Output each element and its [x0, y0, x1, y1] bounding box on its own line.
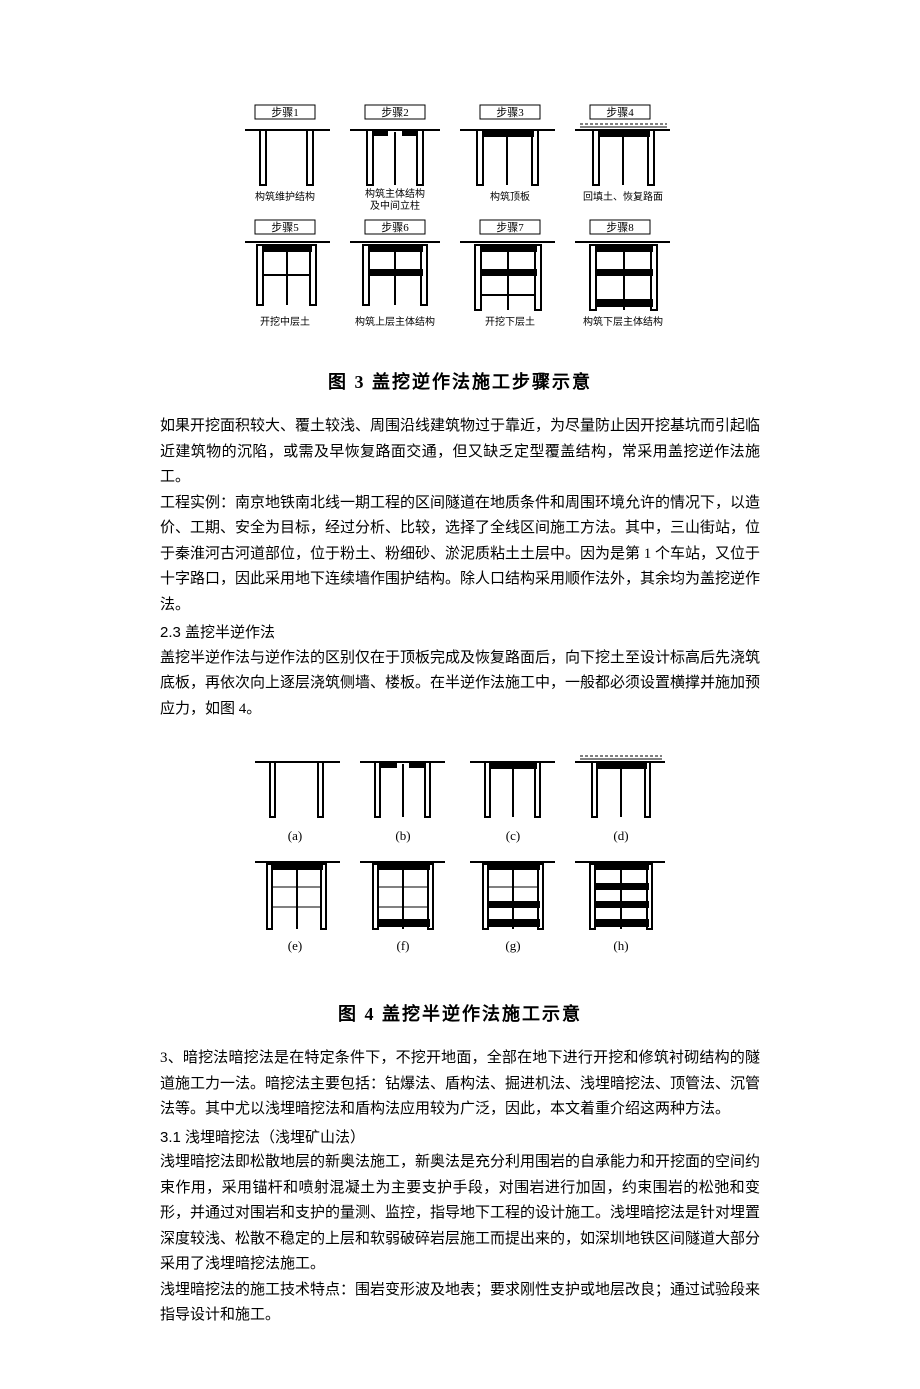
fig3-step2: 步骤2 [381, 106, 409, 119]
fig3-cap4: 回填土、恢复路面 [583, 190, 663, 203]
figure-3-svg: 步骤1 步骤2 步骤3 步骤4 [235, 100, 685, 360]
figure-3: 步骤1 步骤2 步骤3 步骤4 [160, 100, 760, 394]
fig3-step4: 步骤4 [606, 106, 634, 119]
fig3-step7: 步骤7 [496, 221, 524, 234]
fig3-cap6: 构筑上层主体结构 [355, 315, 435, 328]
fig3-step6: 步骤6 [381, 221, 409, 234]
fig4-b: (b) [395, 828, 410, 843]
fig3-cap7: 开挖下层土 [485, 315, 535, 328]
fig3-cap5: 开挖中层土 [260, 315, 310, 328]
paragraph-1: 如果开挖面积较大、覆土较浅、周围沿线建筑物过于靠近，为尽量防止因开挖基坑而引起临… [160, 414, 760, 491]
figure-4-svg: (a) (b) (c) (d) [245, 752, 675, 992]
figure-4: (a) (b) (c) (d) [160, 752, 760, 1026]
fig3-step3: 步骤3 [496, 106, 524, 119]
fig3-step5: 步骤5 [271, 221, 299, 234]
fig3-cap8: 构筑下层主体结构 [583, 315, 663, 328]
figure-3-caption: 图 3 盖挖逆作法施工步骤示意 [160, 368, 760, 394]
paragraph-3: 盖挖半逆作法与逆作法的区别仅在于顶板完成及恢复路面后，向下挖土至设计标高后先浇筑… [160, 646, 760, 723]
fig4-g: (g) [505, 938, 520, 953]
fig3-step1: 步骤1 [271, 106, 299, 119]
paragraph-4: 3、暗挖法暗挖法是在特定条件下，不挖开地面，全部在地下进行开挖和修筑衬砌结构的隧… [160, 1046, 760, 1123]
figure-4-caption: 图 4 盖挖半逆作法施工示意 [160, 1000, 760, 1026]
heading-2-3: 2.3 盖挖半逆作法 [160, 620, 760, 646]
fig4-f: (f) [397, 938, 410, 953]
fig4-a: (a) [288, 828, 302, 843]
fig3-cap1: 构筑维护结构 [255, 190, 315, 203]
document-page: 步骤1 步骤2 步骤3 步骤4 [0, 0, 920, 1389]
paragraph-2: 工程实例：南京地铁南北线一期工程的区间隧道在地质条件和周围环境允许的情况下，以造… [160, 491, 760, 619]
heading-3-1: 3.1 浅埋暗挖法（浅埋矿山法） [160, 1125, 760, 1151]
paragraph-6: 浅埋暗挖法的施工技术特点：围岩变形波及地表；要求刚性支护或地层改良；通过试验段来… [160, 1278, 760, 1329]
fig3-cap3: 构筑顶板 [490, 190, 530, 203]
fig4-h: (h) [613, 938, 628, 953]
fig3-cap2b: 及中间立柱 [370, 199, 420, 212]
fig4-d: (d) [613, 828, 628, 843]
fig4-e: (e) [288, 938, 302, 953]
paragraph-5: 浅埋暗挖法即松散地层的新奥法施工，新奥法是充分利用围岩的自承能力和开挖面的空间约… [160, 1150, 760, 1278]
fig4-c: (c) [506, 828, 520, 843]
fig3-cap2a: 构筑主体结构 [365, 187, 425, 200]
fig3-step8: 步骤8 [606, 221, 634, 234]
